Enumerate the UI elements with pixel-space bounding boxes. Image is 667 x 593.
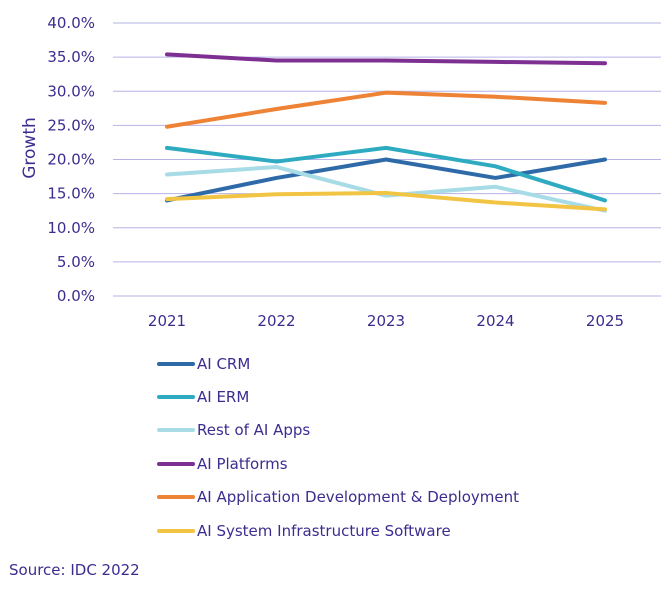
- legend-label: AI ERM: [197, 388, 250, 407]
- y-tick-label: 40.0%: [47, 14, 95, 32]
- series-lines: [165, 52, 607, 213]
- series-line-1: [165, 145, 607, 203]
- legend-label: AI CRM: [197, 354, 251, 373]
- x-tick-label: 2023: [367, 312, 405, 330]
- series-line-2: [165, 165, 607, 213]
- y-tick-label: 30.0%: [47, 82, 95, 100]
- x-tick-label: 2025: [586, 312, 624, 330]
- series-line-3: [165, 52, 607, 66]
- legend-item: AI System Infrastructure Software: [157, 514, 519, 547]
- y-tick-label: 25.0%: [47, 116, 95, 134]
- series-line-5: [165, 190, 607, 212]
- y-tick-label: 5.0%: [57, 253, 95, 271]
- legend-label: AI Platforms: [197, 454, 288, 473]
- series-line-0: [165, 157, 607, 203]
- legend-swatch: [157, 395, 195, 400]
- x-tick-label: 2021: [148, 312, 186, 330]
- legend-item: AI Application Development & Deployment: [157, 481, 519, 514]
- legend-item: AI ERM: [157, 380, 519, 413]
- legend-swatch: [157, 361, 195, 366]
- y-axis-label: Growth: [20, 117, 40, 179]
- legend-label: Rest of AI Apps: [197, 421, 311, 440]
- legend-swatch: [157, 495, 195, 500]
- y-tick-label: 20.0%: [47, 151, 95, 169]
- x-tick-labels: 2021 2022 2023 2024 2025: [148, 312, 624, 330]
- legend-swatch: [157, 461, 195, 466]
- y-tick-label: 0.0%: [57, 287, 95, 305]
- y-tick-labels: 0.0% 5.0% 10.0% 15.0% 20.0% 25.0% 30.0% 35.0% 40…: [47, 14, 95, 305]
- y-tick-label: 15.0%: [47, 185, 95, 203]
- legend-label: AI Application Development & Deployment: [197, 488, 519, 507]
- legend: AI CRM AI ERM Rest of AI Apps AI Platforms A…: [157, 347, 519, 547]
- line-chart: 0.0% 5.0% 10.0% 15.0% 20.0% 25.0% 30.0% 35.0% 40…: [20, 14, 661, 330]
- legend-item: AI Platforms: [157, 447, 519, 480]
- legend-label: AI System Infrastructure Software: [197, 521, 451, 540]
- legend-item: AI CRM: [157, 347, 519, 380]
- series-line-4: [165, 90, 607, 129]
- legend-swatch: [157, 428, 195, 433]
- y-tick-label: 10.0%: [47, 219, 95, 237]
- x-tick-label: 2022: [257, 312, 295, 330]
- legend-item: Rest of AI Apps: [157, 414, 519, 447]
- x-tick-label: 2024: [476, 312, 514, 330]
- source-note: Source: IDC 2022: [9, 561, 140, 579]
- y-tick-label: 35.0%: [47, 48, 95, 66]
- legend-swatch: [157, 528, 195, 533]
